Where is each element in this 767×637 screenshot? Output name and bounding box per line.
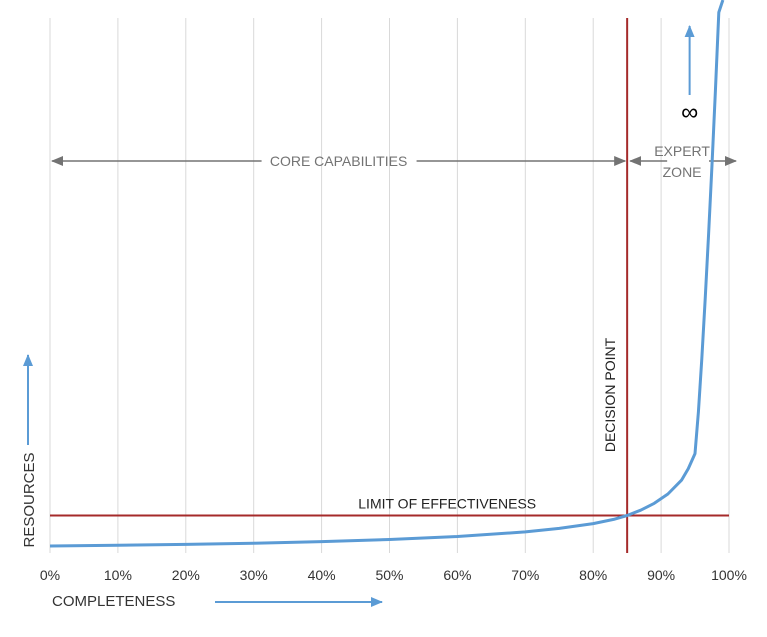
x-tick-label: 90% (647, 567, 675, 583)
resources-curve (49, 0, 725, 548)
x-tick-label: 0% (40, 567, 60, 583)
x-tick-label: 10% (104, 567, 132, 583)
y-axis-label: RESOURCES (21, 452, 38, 547)
x-tick-label: 20% (172, 567, 200, 583)
x-tick-label: 30% (240, 567, 268, 583)
x-tick-label: 100% (711, 567, 747, 583)
x-tick-label: 70% (511, 567, 539, 583)
x-axis-label: COMPLETENESS (52, 593, 175, 610)
infinity-symbol: ∞ (681, 99, 698, 126)
decision-point-label: DECISION POINT (602, 337, 618, 452)
core-capabilities-label: CORE CAPABILITIES (270, 153, 407, 169)
x-tick-label: 60% (443, 567, 471, 583)
x-tick-label: 80% (579, 567, 607, 583)
gridlines (49, 18, 730, 553)
x-tick-label: 40% (308, 567, 336, 583)
x-tick-labels: 0% 10% 20% 30% 40% 50% 60% 70% 80% 90% 100% (40, 567, 747, 583)
expert-zone-label-line1: EXPERT (654, 143, 710, 159)
limit-of-effectiveness-label: LIMIT OF EFFECTIVENESS (358, 496, 536, 512)
x-tick-label: 50% (375, 567, 403, 583)
expert-zone-label-line2: ZONE (663, 164, 702, 180)
